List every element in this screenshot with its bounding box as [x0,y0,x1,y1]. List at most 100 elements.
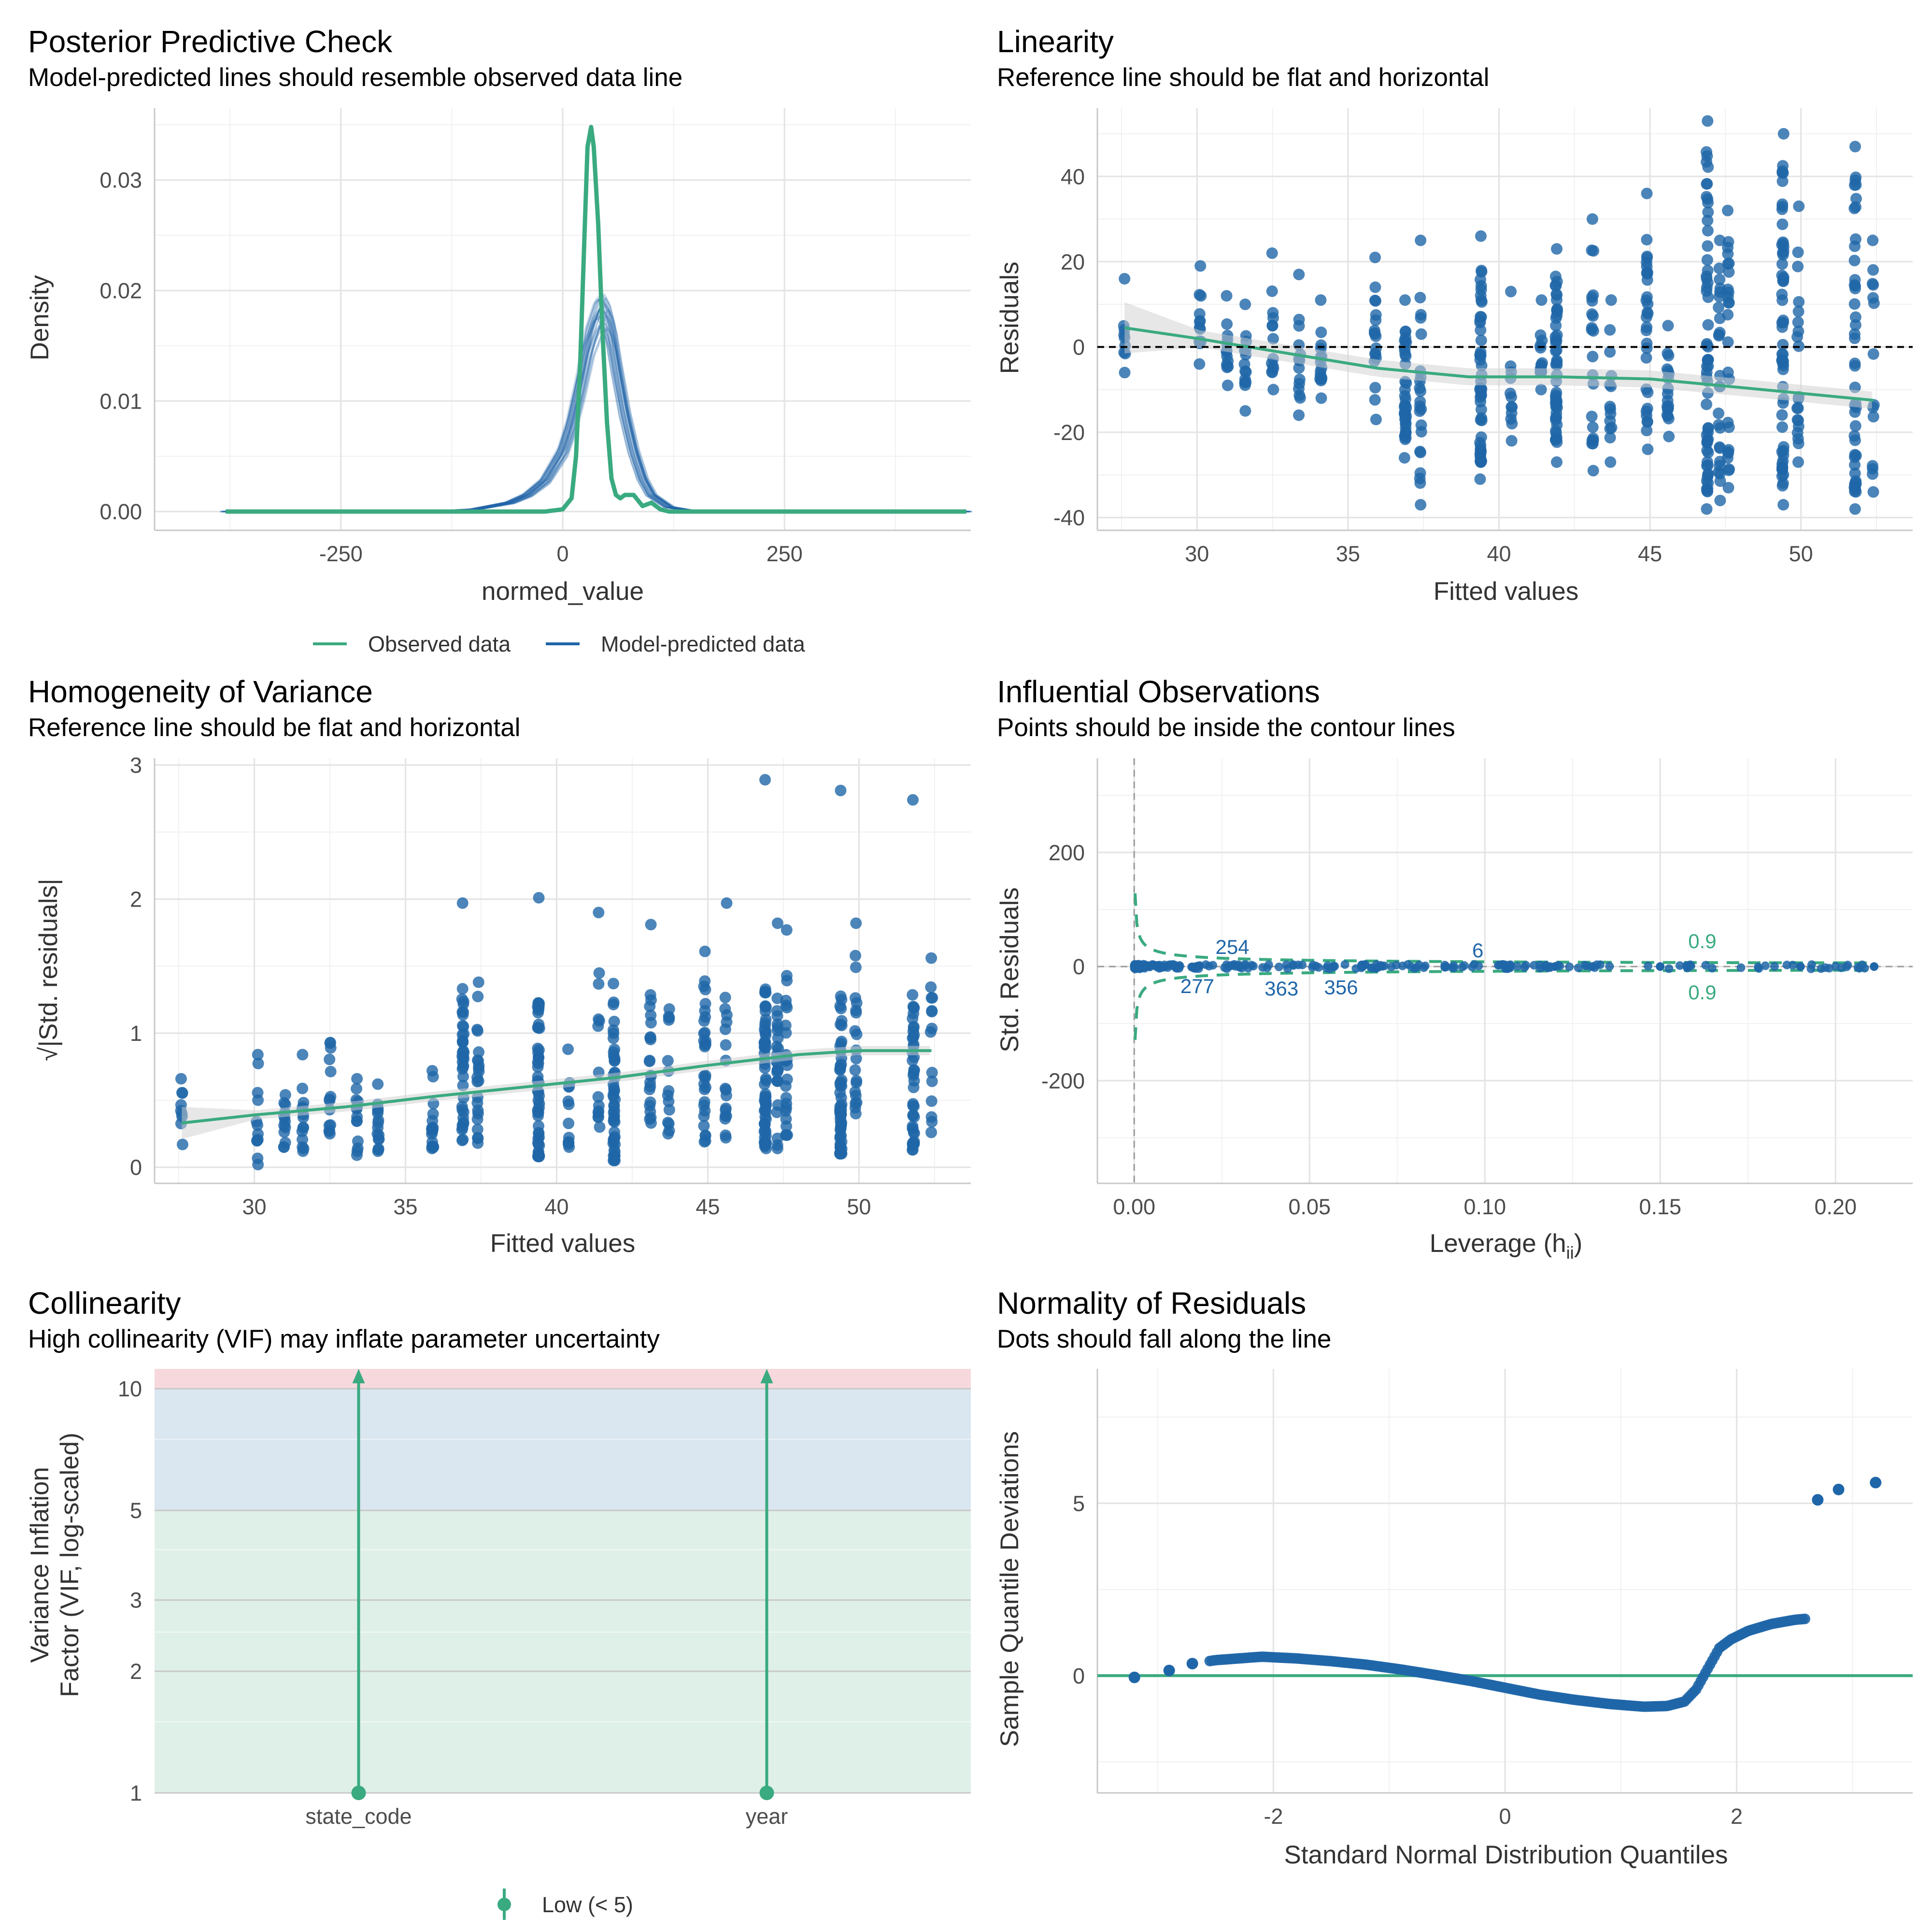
leverage-point [1836,963,1846,972]
leverage-point [1263,963,1272,972]
residual-point [1662,403,1674,415]
model-predicted-line [228,318,970,512]
influential-point-label: 363 [1264,977,1298,1000]
residual-point [1701,475,1713,487]
residual-point [1400,377,1412,389]
lin-gridlines [1096,108,1913,531]
residual-point [1551,419,1563,431]
vif-point [351,1786,366,1800]
std-residual-point [926,1066,938,1079]
qq-outlier-point [1812,1494,1824,1506]
std-residual-point [699,945,711,957]
std-residual-point [849,1086,861,1098]
residual-point [1267,333,1279,345]
panel-normality-of-residuals: Normality of Residuals Dots should fall … [995,1286,1913,1869]
std-residual-point [426,1115,439,1127]
residual-point [1702,206,1714,218]
std-residual-point [907,1031,919,1043]
residual-point [1221,290,1233,302]
leverage-point [1574,963,1583,972]
leverage-point [1506,963,1515,972]
residual-point [1792,420,1804,432]
leverage-point [1351,964,1361,973]
std-residual-point [850,917,862,929]
model-predicted-line [222,314,963,512]
std-residual-point [834,1124,846,1136]
std-residual-point [609,1146,621,1158]
inf-x-tick-label: 0.00 [1113,1194,1155,1219]
std-residual-point [720,1129,732,1141]
residual-point [1316,371,1328,384]
ppc-y-tick-label: 0.00 [99,499,142,524]
residual-point [1586,213,1598,225]
residual-point [1722,482,1734,494]
qq-point [1186,1658,1198,1670]
std-residual-point [771,1064,783,1076]
std-residual-point [720,1090,732,1102]
leverage-point [1565,962,1574,971]
residual-point [1474,473,1486,485]
contour-label-upper: 0.9 [1688,930,1716,952]
fit-confidence-band [182,1046,930,1139]
low-vif-band [155,1510,971,1793]
residual-point [1777,363,1789,375]
col-y-tick-label: 1 [130,1781,142,1805]
std-residual-point [563,1138,575,1151]
model-predicted-line [228,298,970,512]
legend-key-low-dot [497,1898,511,1911]
residual-point [1549,434,1562,446]
std-residual-point [698,980,710,993]
hov-y-tick-label: 0 [130,1155,142,1180]
inf-x-axis-label: Leverage (hii) [1430,1229,1583,1263]
qq-point [1163,1664,1175,1676]
model-predicted-line [222,316,963,512]
residual-point [1550,386,1563,398]
residual-point [1713,419,1725,431]
model-predicted-line [231,328,972,512]
residual-point [1867,264,1879,276]
residual-point [1641,342,1653,354]
std-residual-point [607,1024,619,1036]
residual-point [1792,260,1804,272]
residual-point [1586,434,1598,446]
std-residual-point [926,1116,938,1128]
std-residual-point [907,1109,919,1121]
std-residual-point [851,1096,863,1108]
residual-point [1604,346,1616,358]
residual-point [1777,477,1789,489]
leverage-point [1151,961,1161,970]
leverage-point [1843,961,1852,970]
qq-x-tick-label: 0 [1499,1804,1511,1829]
model-predicted-line [227,303,968,512]
model-predicted-line [231,308,972,512]
inf-tick-labels: 0.00 0.05 0.10 0.15 0.20 -200 0 200 [1041,840,1857,1219]
residual-point [1414,292,1426,304]
hov-tick-labels: 30 35 40 45 50 0 1 2 3 [130,753,871,1219]
leverage-point [1244,964,1253,973]
panel-homogeneity-of-variance: Homogeneity of Variance Reference line s… [28,674,971,1258]
model-predicted-line [228,322,969,512]
std-residual-point [758,1105,770,1117]
leverage-point [1588,962,1597,971]
residual-point [1850,450,1862,462]
leverage-point [1513,962,1522,971]
leverage-point [1825,964,1834,973]
std-residual-point [698,1099,710,1111]
std-residual-point [925,952,938,964]
residual-point [1849,280,1861,292]
lin-x-tick-label: 50 [1789,541,1813,566]
leverage-point [1282,960,1291,969]
residual-point [1714,468,1726,480]
col-tick-labels: 1 2 3 5 10 state_code year [118,1377,788,1829]
panel-influential-observations: Influential Observations Points should b… [995,674,1913,1263]
residual-point [1777,355,1789,367]
std-residual-point [850,961,862,973]
residual-point [1714,459,1726,471]
std-residual-point [371,1128,384,1140]
std-residual-point [252,1057,264,1069]
residual-point [1587,465,1599,477]
leverage-point [1817,964,1826,973]
std-residual-point [533,892,545,904]
leverage-point [1222,960,1231,969]
std-residual-point [279,1116,291,1128]
